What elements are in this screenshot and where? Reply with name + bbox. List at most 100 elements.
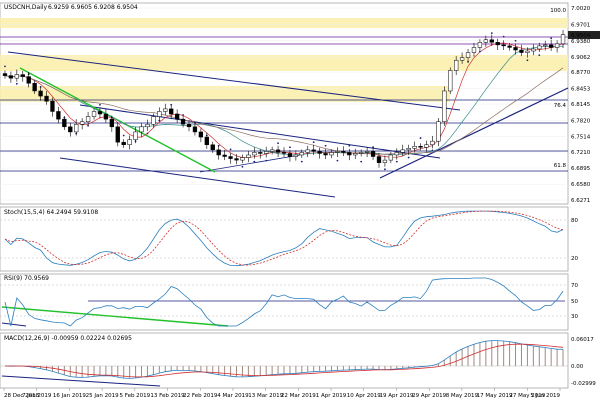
candle-body xyxy=(323,153,328,156)
rsi-line xyxy=(4,277,564,327)
candle-body xyxy=(341,151,346,153)
candle-body xyxy=(121,141,126,145)
x-axis-label: 28 Dec 2018 xyxy=(4,393,40,399)
candle xyxy=(2,70,8,79)
x-axis-label: 22 Feb 2019 xyxy=(183,393,218,399)
candle xyxy=(436,118,441,147)
candle-body xyxy=(115,126,120,143)
candle-body xyxy=(44,95,49,102)
candle-body xyxy=(174,113,180,120)
x-axis-label: 10 Apr 2019 xyxy=(347,393,382,399)
candle-body xyxy=(62,118,67,128)
candle-body xyxy=(454,59,459,71)
candle xyxy=(192,121,198,136)
candle-body xyxy=(400,149,405,153)
candle xyxy=(382,155,388,167)
candle xyxy=(335,147,340,158)
candle-body xyxy=(335,151,340,153)
candle-body xyxy=(376,156,382,163)
candle-body xyxy=(311,149,316,152)
moving-average-line xyxy=(4,67,564,155)
candle xyxy=(275,145,281,158)
sar-dot xyxy=(253,160,256,163)
candle-body xyxy=(382,159,388,163)
sar-dot xyxy=(241,165,244,168)
candle xyxy=(103,108,109,123)
candle xyxy=(388,151,394,164)
candle-body xyxy=(293,154,299,157)
x-axis-label: 13 Feb 2019 xyxy=(150,393,185,399)
candle xyxy=(471,42,477,57)
sar-dot xyxy=(514,39,517,42)
candle-body xyxy=(495,42,500,46)
candle-body xyxy=(204,136,209,145)
candle xyxy=(157,107,162,122)
candle xyxy=(341,146,346,157)
candle xyxy=(323,148,328,160)
candle-body xyxy=(364,151,370,153)
sar-dot xyxy=(312,141,315,144)
candle-body xyxy=(32,83,37,92)
macd-axis-bottom: -0.02999 xyxy=(571,381,596,387)
candle xyxy=(97,107,103,119)
candle xyxy=(400,144,405,157)
price-axis-label: 6.8453 xyxy=(571,86,591,92)
candle xyxy=(38,86,43,101)
sar-dot xyxy=(490,32,493,34)
candle-body xyxy=(465,52,471,58)
fib-top-label: 100.0 xyxy=(550,8,566,14)
candle xyxy=(317,147,322,159)
x-axis-label: 17 May 2019 xyxy=(477,393,513,399)
last-price-marker xyxy=(568,31,600,39)
candle-body xyxy=(169,108,174,115)
sar-dot xyxy=(324,144,327,147)
sar-dot xyxy=(395,160,398,163)
rsi-axis-30: 30 xyxy=(571,314,578,320)
candle xyxy=(442,86,447,126)
sar-dot xyxy=(182,114,184,116)
x-axis-label: 25 Jan 2019 xyxy=(86,393,119,399)
candle xyxy=(133,126,138,144)
candle xyxy=(91,108,97,120)
candle-body xyxy=(299,152,304,156)
support-zone xyxy=(0,86,450,102)
candle xyxy=(228,152,233,164)
candle xyxy=(305,145,310,158)
candle xyxy=(418,143,423,151)
candle xyxy=(525,47,530,58)
price-axis-label: 6.9701 xyxy=(571,22,590,28)
candle xyxy=(513,43,518,55)
candle xyxy=(151,113,156,128)
uptrend-line xyxy=(379,87,569,179)
candle xyxy=(50,97,55,117)
candle-body xyxy=(370,151,376,157)
candle xyxy=(430,136,435,149)
candle-body xyxy=(507,45,512,48)
candle-body xyxy=(448,70,453,92)
candle xyxy=(240,154,245,164)
price-grid xyxy=(0,7,568,201)
x-axis-label: 5 Feb 2019 xyxy=(119,393,150,399)
candle xyxy=(145,119,150,131)
rsi-green-line xyxy=(1,306,229,327)
sar-dot xyxy=(538,54,541,57)
candle xyxy=(44,90,49,105)
sar-dot xyxy=(170,103,173,106)
candle-body xyxy=(97,111,103,115)
candle-body xyxy=(145,124,150,128)
x-axis-label: 7 Jan 2019 xyxy=(22,393,52,399)
candle xyxy=(115,122,120,147)
price-panel: USDCNH,Daily 6.9259 6.9605 6.9208 6.9504… xyxy=(0,2,600,205)
candle xyxy=(198,128,204,143)
candle-body xyxy=(424,144,429,148)
downtrend-line xyxy=(7,51,461,111)
candle xyxy=(26,72,31,88)
minor-line xyxy=(199,154,301,173)
x-axis-label: 1 Apr 2019 xyxy=(316,393,347,399)
candle-body xyxy=(329,152,334,156)
candle-body xyxy=(269,149,275,152)
candle xyxy=(169,105,174,120)
candle-body xyxy=(264,151,269,154)
candle-body xyxy=(549,44,554,48)
